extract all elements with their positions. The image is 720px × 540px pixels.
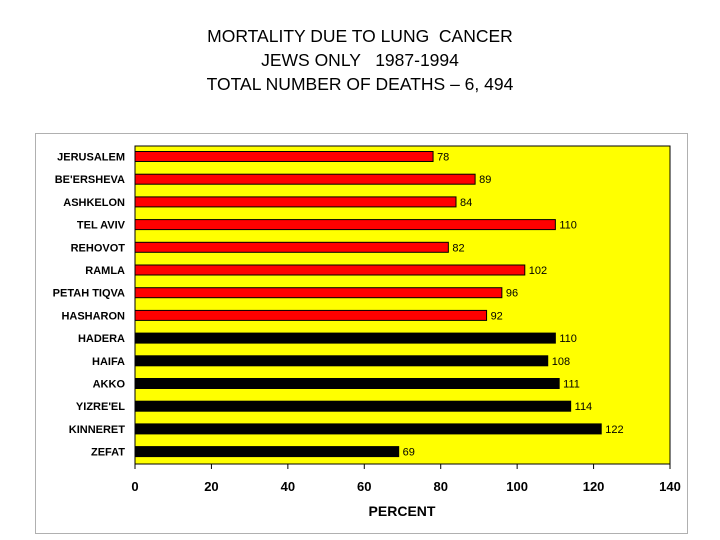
x-axis: 0 20 40 60 80 100 120 140 <box>131 463 681 494</box>
value-label-rehovot: 82 <box>452 242 464 254</box>
bar-kinneret <box>134 423 602 435</box>
bar-be-ersheva <box>134 173 476 185</box>
category-label-hasharon: HASHARON <box>61 310 125 322</box>
title-line-3: TOTAL NUMBER OF DEATHS – 6, 494 <box>206 74 514 94</box>
category-label-kinneret: KINNERET <box>69 424 126 436</box>
value-label-jerusalem: 78 <box>437 152 449 164</box>
x-tick-label-40: 40 <box>281 479 295 494</box>
bar-hadera <box>134 332 556 344</box>
x-tick-label-0: 0 <box>131 479 138 494</box>
bar-ashkelon <box>134 196 457 208</box>
value-label-petah-tiqva: 96 <box>506 288 518 300</box>
value-label-ramla: 102 <box>529 265 547 277</box>
category-label-tel-aviv: TEL AVIV <box>77 220 126 232</box>
x-tick-label-140: 140 <box>659 479 681 494</box>
value-label-ashkelon: 84 <box>460 197 472 209</box>
bar-yizre-el <box>134 400 572 412</box>
value-label-yizre-el: 114 <box>575 401 593 413</box>
category-label-ashkelon: ASHKELON <box>63 197 125 209</box>
bar-haifa <box>134 355 549 367</box>
value-label-tel-aviv: 110 <box>559 220 577 232</box>
value-label-haifa: 108 <box>552 356 570 368</box>
bar-zefat <box>134 446 400 458</box>
value-label-hadera: 110 <box>559 333 577 345</box>
bar-tel-aviv <box>134 219 556 231</box>
category-label-jerusalem: JERUSALEM <box>57 152 125 164</box>
title-line-1: MORTALITY DUE TO LUNG CANCER <box>207 26 513 46</box>
value-label-hasharon: 92 <box>491 310 503 322</box>
bar-petah-tiqva <box>134 287 503 299</box>
category-label-haifa: HAIFA <box>92 356 125 368</box>
x-tick-label-120: 120 <box>583 479 605 494</box>
category-label-ramla: RAMLA <box>85 265 125 277</box>
category-label-akko: AKKO <box>93 379 126 391</box>
category-label-petah-tiqva: PETAH TIQVA <box>53 288 125 300</box>
plot-area <box>134 145 671 465</box>
category-label-yizre-el: YIZRE'EL <box>76 401 125 413</box>
x-tick-label-60: 60 <box>357 479 371 494</box>
bar-akko <box>134 378 560 389</box>
value-label-be-ersheva: 89 <box>479 174 491 186</box>
category-label-be-ersheva: BE'ERSHEVA <box>55 174 125 186</box>
value-label-akko: 111 <box>563 379 580 391</box>
category-label-zefat: ZEFAT <box>91 447 125 459</box>
value-label-kinneret: 122 <box>605 424 623 436</box>
chart-title: MORTALITY DUE TO LUNG CANCER JEWS ONLY 1… <box>0 24 720 96</box>
bar-ramla <box>134 264 526 276</box>
title-line-2: JEWS ONLY 1987-1994 <box>261 50 459 70</box>
value-label-zefat: 69 <box>403 447 415 459</box>
x-tick-label-100: 100 <box>506 479 528 494</box>
bar-jerusalem <box>134 151 434 162</box>
bar-hasharon <box>134 309 488 321</box>
category-label-hadera: HADERA <box>78 333 125 345</box>
x-tick-label-20: 20 <box>204 479 218 494</box>
x-axis-label: PERCENT <box>369 503 436 519</box>
bar-rehovot <box>134 241 449 253</box>
bars-layer: JERUSALEM 78 BE'ERSHEVA 89 ASHKELON 84 TEL AVI… <box>53 151 624 459</box>
category-label-rehovot: REHOVOT <box>71 242 126 254</box>
x-tick-label-80: 80 <box>433 479 447 494</box>
